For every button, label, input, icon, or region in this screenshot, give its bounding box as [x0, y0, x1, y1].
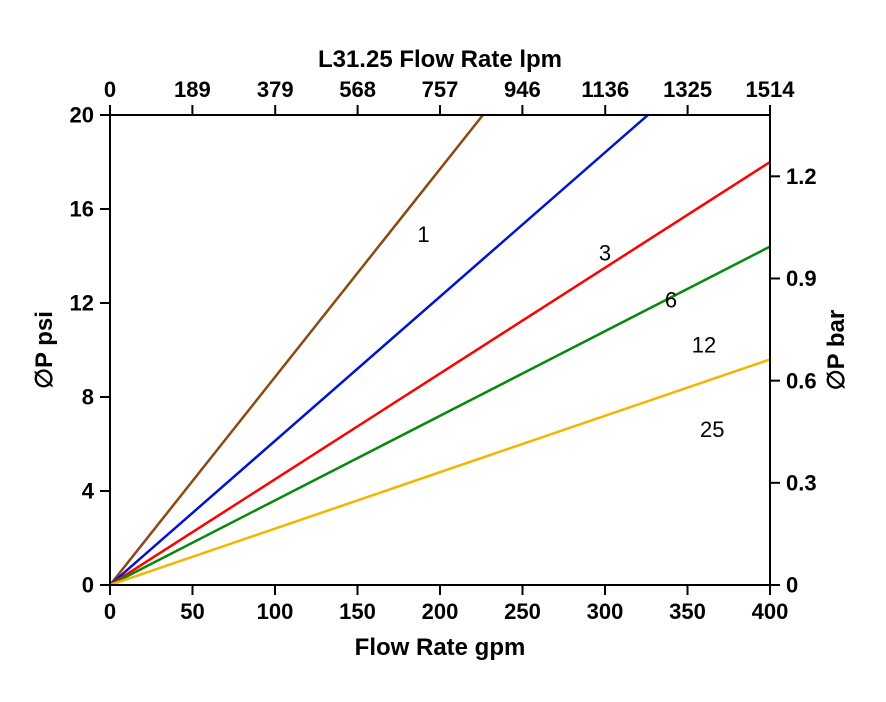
flow-rate-chart: 050100150200250300350400Flow Rate gpm018… — [0, 0, 886, 702]
x-top-tick-label: 1325 — [663, 77, 712, 102]
y-left-tick-label: 4 — [82, 479, 95, 504]
x-bottom-tick-label: 400 — [752, 599, 789, 624]
series-label-25: 25 — [700, 417, 724, 442]
y-right-tick-label: 0 — [786, 573, 798, 598]
x-bottom-tick-label: 350 — [669, 599, 706, 624]
y-right-tick-label: 0.3 — [786, 471, 817, 496]
x-top-tick-label: 1136 — [581, 77, 629, 102]
series-label-12: 12 — [692, 332, 716, 357]
series-label-1: 1 — [417, 222, 429, 247]
series-label-3: 3 — [599, 241, 611, 266]
x-top-tick-label: 379 — [257, 77, 294, 102]
x-bottom-tick-label: 0 — [104, 599, 116, 624]
series-line-25 — [110, 359, 770, 585]
y-left-tick-label: 0 — [82, 573, 94, 598]
series-line-1 — [110, 115, 483, 585]
y-left-tick-label: 12 — [70, 291, 94, 316]
x-bottom-tick-label: 200 — [422, 599, 459, 624]
x-top-tick-label: 1514 — [746, 77, 796, 102]
y-left-axis-label: ∅P psi — [31, 311, 58, 389]
series-label-6: 6 — [665, 288, 677, 313]
plot-border — [110, 115, 770, 585]
x-bottom-tick-label: 250 — [504, 599, 541, 624]
chart-title-top: L31.25 Flow Rate lpm — [318, 46, 562, 73]
y-left-tick-label: 8 — [82, 385, 94, 410]
x-bottom-tick-label: 300 — [587, 599, 624, 624]
x-top-tick-label: 189 — [174, 77, 211, 102]
y-left-tick-label: 20 — [70, 103, 94, 128]
y-right-axis-label: ∅P bar — [823, 310, 850, 391]
chart-svg: 050100150200250300350400Flow Rate gpm018… — [0, 0, 886, 702]
x-bottom-tick-label: 50 — [180, 599, 204, 624]
x-top-tick-label: 0 — [104, 77, 116, 102]
x-top-tick-label: 568 — [339, 77, 376, 102]
x-top-tick-label: 946 — [504, 77, 541, 102]
y-right-tick-label: 0.6 — [786, 368, 817, 393]
y-right-tick-label: 0.9 — [786, 266, 817, 291]
y-left-tick-label: 16 — [70, 197, 94, 222]
y-right-tick-label: 1.2 — [786, 164, 817, 189]
x-bottom-tick-label: 100 — [257, 599, 294, 624]
x-bottom-axis-label: Flow Rate gpm — [355, 634, 526, 661]
series-lines — [110, 115, 770, 585]
series-line-6 — [110, 162, 770, 585]
x-top-tick-label: 757 — [422, 77, 459, 102]
x-bottom-tick-label: 150 — [339, 599, 376, 624]
